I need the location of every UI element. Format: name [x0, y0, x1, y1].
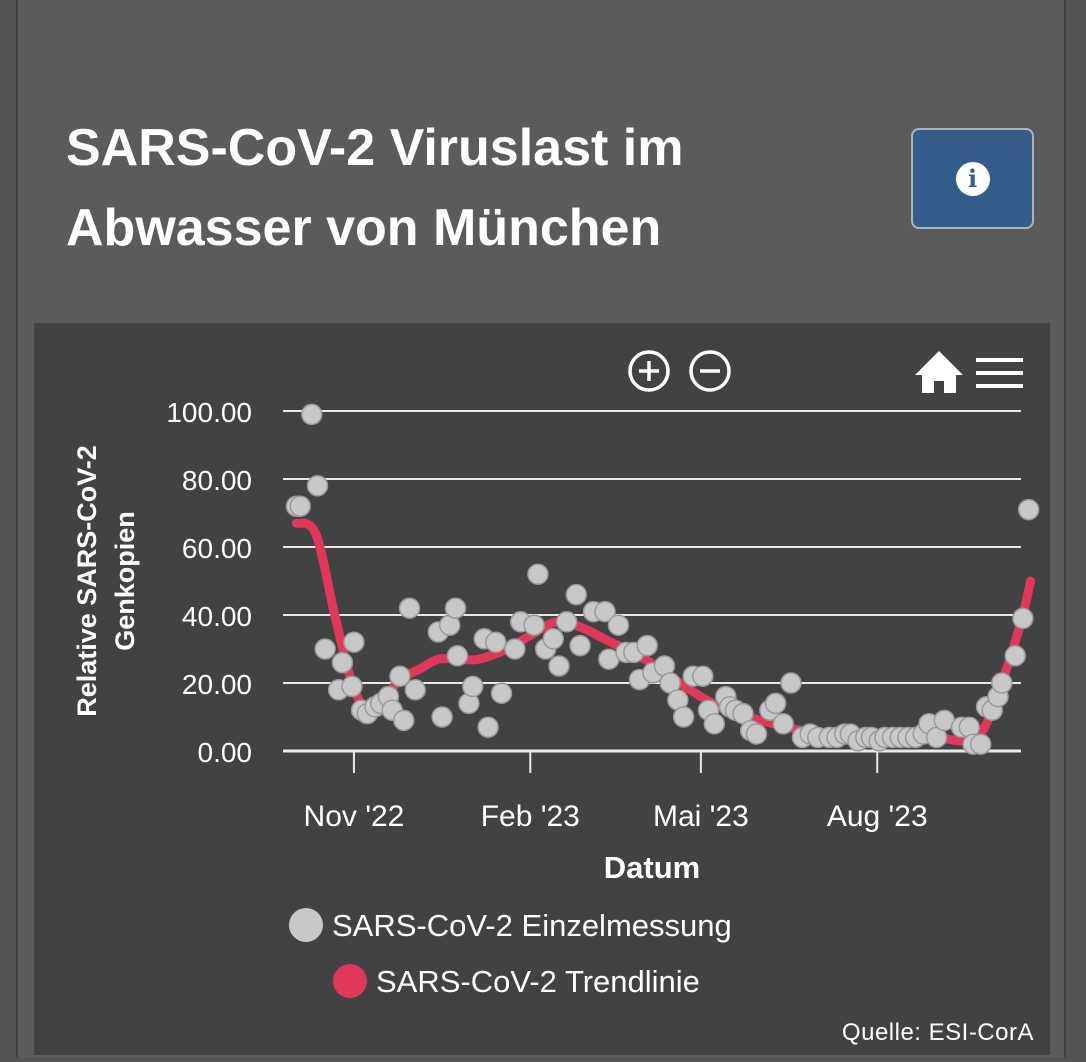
data-point[interactable] — [703, 713, 726, 735]
x-tick-label: Mai '23 — [653, 800, 749, 833]
data-point[interactable] — [672, 706, 695, 728]
data-point[interactable] — [301, 403, 323, 426]
data-point[interactable] — [444, 597, 467, 619]
data-point[interactable] — [555, 611, 578, 633]
info-icon: i — [955, 161, 990, 196]
legend-marker — [289, 908, 323, 942]
x-tick-labels: Nov '22 Feb '23 Mai '23 Aug '23 — [304, 751, 928, 833]
y-tick-label: 80.00 — [182, 465, 252, 496]
data-point[interactable] — [431, 706, 453, 728]
data-point[interactable] — [523, 614, 545, 636]
data-point[interactable] — [462, 675, 484, 698]
data-point[interactable] — [393, 709, 415, 732]
data-point[interactable] — [1004, 645, 1026, 667]
data-point[interactable] — [477, 716, 499, 738]
y-tick-labels: 0.00 20.00 40.00 60.00 80.00 100.00 — [166, 397, 252, 768]
legend-item-trendlinie[interactable]: SARS-CoV-2 Trendlinie — [333, 964, 700, 999]
data-point[interactable] — [404, 679, 427, 701]
data-point[interactable] — [490, 682, 513, 704]
y-tick-label: 100.00 — [166, 397, 252, 428]
data-point[interactable] — [636, 634, 658, 657]
data-point[interactable] — [569, 634, 591, 657]
y-tick-label: 0.00 — [198, 737, 253, 768]
legend-label: SARS-CoV-2 Trendlinie — [376, 964, 700, 999]
data-point[interactable] — [991, 672, 1013, 694]
home-icon[interactable] — [915, 351, 963, 393]
info-button[interactable]: i — [911, 128, 1034, 229]
data-point[interactable] — [1017, 498, 1040, 521]
data-point[interactable] — [772, 713, 795, 735]
legend-label: SARS-CoV-2 Einzelmessung — [332, 908, 732, 943]
y-tick-label: 40.00 — [182, 601, 252, 632]
chart-svg: 0.00 20.00 40.00 60.00 80.00 100.00 Nov '22 Fe… — [72, 350, 1040, 999]
data-point[interactable] — [504, 638, 526, 660]
data-point[interactable] — [306, 475, 329, 497]
data-point[interactable] — [527, 563, 549, 585]
data-point[interactable] — [542, 628, 565, 650]
x-tick-label: Feb '23 — [481, 800, 580, 833]
data-point[interactable] — [398, 597, 421, 619]
trend-line[interactable] — [291, 518, 1036, 746]
legend-item-einzelmessung[interactable]: SARS-CoV-2 Einzelmessung — [289, 908, 732, 943]
data-point[interactable] — [446, 645, 469, 667]
x-axis-title: Datum — [604, 850, 700, 885]
zoom-in-icon[interactable] — [628, 350, 670, 392]
chart-container: 0.00 20.00 40.00 60.00 80.00 100.00 Nov '22 Fe… — [34, 323, 1050, 1055]
y-tick-label: 20.00 — [182, 669, 252, 700]
zoom-out-icon[interactable] — [689, 350, 731, 392]
data-point[interactable] — [969, 733, 992, 755]
data-point[interactable] — [314, 638, 336, 660]
data-point[interactable] — [1012, 607, 1034, 630]
data-point[interactable] — [745, 723, 768, 745]
page-title: SARS-CoV-2 Viruslast im Abwasser von Mün… — [66, 119, 684, 257]
y-tick-label: 60.00 — [182, 533, 252, 564]
legend-marker — [333, 964, 367, 998]
data-point[interactable] — [289, 495, 312, 517]
x-tick-label: Aug '23 — [827, 800, 928, 833]
data-point[interactable] — [331, 651, 354, 674]
data-point[interactable] — [565, 583, 588, 606]
data-point[interactable] — [343, 631, 365, 653]
data-point[interactable] — [594, 600, 616, 623]
data-point[interactable] — [780, 672, 802, 694]
scatter-points-layer — [285, 403, 1040, 755]
data-point[interactable] — [485, 631, 507, 653]
data-point[interactable] — [548, 655, 570, 677]
x-tick-label: Nov '22 — [304, 800, 405, 833]
chart-source: Quelle: ESI-CorA — [841, 1019, 1034, 1046]
data-point[interactable] — [692, 665, 714, 687]
data-point[interactable] — [341, 675, 363, 698]
data-point[interactable] — [764, 692, 787, 715]
trend-line-layer — [291, 518, 1036, 746]
data-point[interactable] — [607, 614, 630, 636]
legend: SARS-CoV-2 Einzelmessung SARS-CoV-2 Trend… — [289, 908, 732, 999]
y-axis-title: Relative SARS-CoV-2 Genkopien — [72, 445, 140, 717]
axis-labels: Datum Relative SARS-CoV-2 Genkopien — [72, 445, 700, 885]
menu-icon[interactable] — [976, 358, 1023, 388]
data-point[interactable] — [389, 665, 411, 687]
